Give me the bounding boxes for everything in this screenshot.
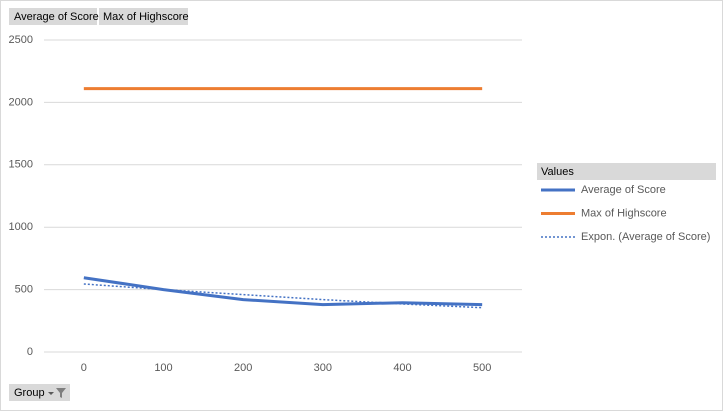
filter-icon [56, 388, 66, 398]
legend-label: Expon. (Average of Score) [581, 231, 710, 243]
y-tick-label: 1500 [9, 159, 33, 171]
x-tick-label: 0 [81, 362, 87, 374]
button-bg [9, 384, 70, 401]
legend-title-bg [537, 163, 716, 180]
legend-label: Max of Highscore [581, 207, 667, 219]
series-line [83, 283, 483, 309]
legend-title: Values [541, 166, 574, 178]
y-tick-label: 0 [27, 346, 33, 358]
button-label: Average of Score [14, 11, 99, 23]
field-button[interactable]: Average of Score [9, 8, 99, 25]
x-tick-label: 500 [473, 362, 491, 374]
series-line [83, 276, 483, 307]
field-button[interactable]: Max of Highscore [99, 8, 189, 25]
button-bg [99, 8, 188, 25]
x-tick-label: 100 [154, 362, 172, 374]
x-tick-label: 200 [234, 362, 252, 374]
x-tick-label: 300 [314, 362, 332, 374]
axis-field-button[interactable]: Group [9, 384, 70, 401]
x-tick-label: 400 [393, 362, 411, 374]
y-tick-label: 1000 [9, 221, 33, 233]
button-label: Max of Highscore [103, 11, 189, 23]
y-tick-label: 500 [15, 284, 33, 296]
dropdown-icon [48, 392, 54, 395]
y-tick-label: 2500 [9, 34, 33, 46]
y-tick-label: 2000 [9, 96, 33, 108]
legend-label: Average of Score [581, 184, 666, 196]
button-label: Group [14, 387, 45, 399]
button-bg [9, 8, 97, 25]
